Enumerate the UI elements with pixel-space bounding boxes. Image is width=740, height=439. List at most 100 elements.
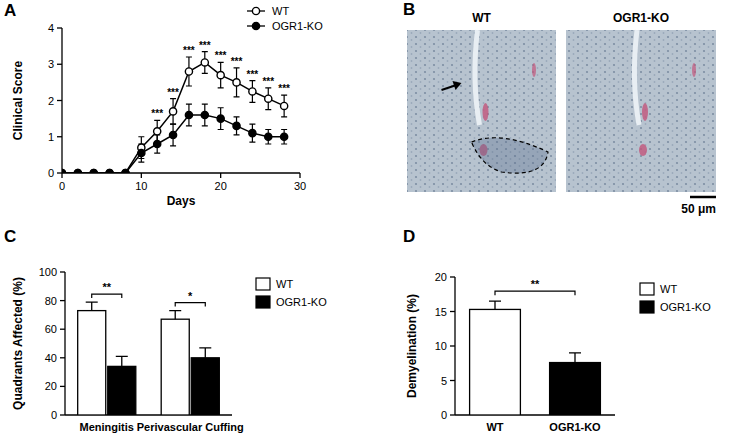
error-bar bbox=[116, 356, 128, 366]
image-label: WT bbox=[472, 11, 491, 25]
vessel bbox=[642, 103, 648, 121]
y-tick-label: 15 bbox=[435, 306, 447, 318]
vessel bbox=[639, 144, 647, 156]
bar bbox=[161, 319, 189, 415]
data-point bbox=[106, 169, 113, 173]
histology-image bbox=[407, 30, 556, 192]
y-tick bbox=[60, 329, 65, 330]
legend-label: OGR1-KO bbox=[272, 20, 323, 32]
panel-label: A bbox=[4, 1, 16, 20]
data-point bbox=[281, 133, 288, 140]
median-fissure bbox=[475, 30, 480, 125]
bar bbox=[191, 358, 219, 415]
error-bar bbox=[281, 130, 287, 145]
data-point bbox=[138, 149, 145, 156]
error-bar bbox=[169, 311, 181, 320]
error-bar bbox=[249, 81, 255, 103]
error-bar bbox=[489, 301, 501, 309]
y-tick bbox=[57, 100, 62, 101]
data-point bbox=[154, 140, 161, 147]
error-bar bbox=[86, 302, 98, 311]
significance-label: ** bbox=[531, 278, 540, 290]
data-point bbox=[74, 169, 81, 173]
error-bar bbox=[186, 104, 192, 126]
median-fissure bbox=[634, 30, 639, 125]
y-axis-label: Demyelination (%) bbox=[405, 294, 419, 398]
bar bbox=[108, 366, 136, 415]
legend-label: WT bbox=[276, 278, 293, 290]
significance-label: *** bbox=[199, 40, 211, 51]
data-point bbox=[265, 133, 272, 140]
error-bar bbox=[234, 117, 240, 135]
plot-area bbox=[78, 302, 220, 415]
line-panel: A01234Clinical Score0102030Days*********… bbox=[4, 1, 323, 208]
x-axis-label: Days bbox=[167, 194, 196, 208]
y-tick-label: 40 bbox=[45, 352, 57, 364]
y-tick bbox=[60, 300, 65, 301]
panel-label: B bbox=[403, 0, 415, 19]
error-bar bbox=[202, 104, 208, 126]
scale-bar-label: 50 μm bbox=[681, 202, 716, 216]
data-point bbox=[62, 169, 66, 173]
x-tick-label: 30 bbox=[294, 180, 306, 192]
data-point bbox=[90, 169, 97, 173]
legend-marker bbox=[252, 7, 259, 14]
significance-label: *** bbox=[262, 76, 274, 87]
y-tick-label: 60 bbox=[45, 323, 57, 335]
scale-bar bbox=[690, 196, 716, 199]
y-tick bbox=[57, 136, 62, 137]
legend-marker bbox=[252, 22, 259, 29]
data-point bbox=[154, 128, 161, 135]
x-tick bbox=[141, 173, 142, 178]
y-tick-label: 5 bbox=[441, 375, 447, 387]
significance-label: ** bbox=[102, 281, 111, 293]
error-bar bbox=[218, 108, 224, 130]
vessel bbox=[532, 63, 536, 77]
error-bar bbox=[199, 348, 211, 358]
significance-label: *** bbox=[215, 50, 227, 61]
y-tick bbox=[60, 357, 65, 358]
significance-label: *** bbox=[151, 108, 163, 119]
y-tick-label: 4 bbox=[48, 22, 54, 34]
y-tick-label: 10 bbox=[435, 340, 447, 352]
y-tick-label: 1 bbox=[48, 131, 54, 143]
error-bar bbox=[234, 68, 240, 97]
y-tick-label: 2 bbox=[48, 95, 54, 107]
error-bar bbox=[170, 99, 176, 124]
y-tick bbox=[450, 380, 455, 381]
y-tick bbox=[450, 345, 455, 346]
legend-label: OGR1-KO bbox=[276, 296, 327, 308]
histology-image bbox=[566, 30, 716, 192]
data-point bbox=[249, 130, 256, 137]
y-tick bbox=[57, 172, 62, 173]
data-point bbox=[185, 111, 192, 118]
y-tick bbox=[57, 27, 62, 28]
y-tick-label: 0 bbox=[51, 409, 57, 421]
legend-swatch bbox=[640, 283, 654, 295]
legend-label: OGR1-KO bbox=[660, 301, 711, 313]
data-point bbox=[201, 59, 208, 66]
x-tick-label: 0 bbox=[59, 180, 65, 192]
error-bar bbox=[138, 137, 144, 159]
data-point bbox=[217, 115, 224, 122]
y-tick bbox=[450, 311, 455, 312]
y-tick bbox=[450, 414, 455, 415]
legend-swatch bbox=[640, 301, 654, 313]
error-bar bbox=[202, 52, 208, 74]
y-tick-label: 80 bbox=[45, 295, 57, 307]
y-axis-label: Quadrants Affected (%) bbox=[11, 277, 25, 410]
series-line bbox=[62, 62, 284, 173]
data-point bbox=[185, 68, 192, 75]
image-panel: BWTOGR1-KO50 μm bbox=[403, 0, 716, 216]
y-axis-label: Clinical Score bbox=[11, 60, 25, 140]
lesion-outline bbox=[472, 138, 549, 173]
significance-label: *** bbox=[183, 45, 195, 56]
error-bar bbox=[249, 124, 255, 142]
y-axis-line bbox=[64, 272, 65, 415]
error-bar bbox=[138, 144, 144, 162]
legend-swatch bbox=[256, 278, 270, 290]
vessel bbox=[692, 63, 696, 77]
bar-panel: C020406080100Quadrants Affected (%)Menin… bbox=[4, 227, 327, 433]
figure: A01234Clinical Score0102030Days*********… bbox=[0, 0, 740, 439]
y-tick-label: 0 bbox=[48, 167, 54, 179]
